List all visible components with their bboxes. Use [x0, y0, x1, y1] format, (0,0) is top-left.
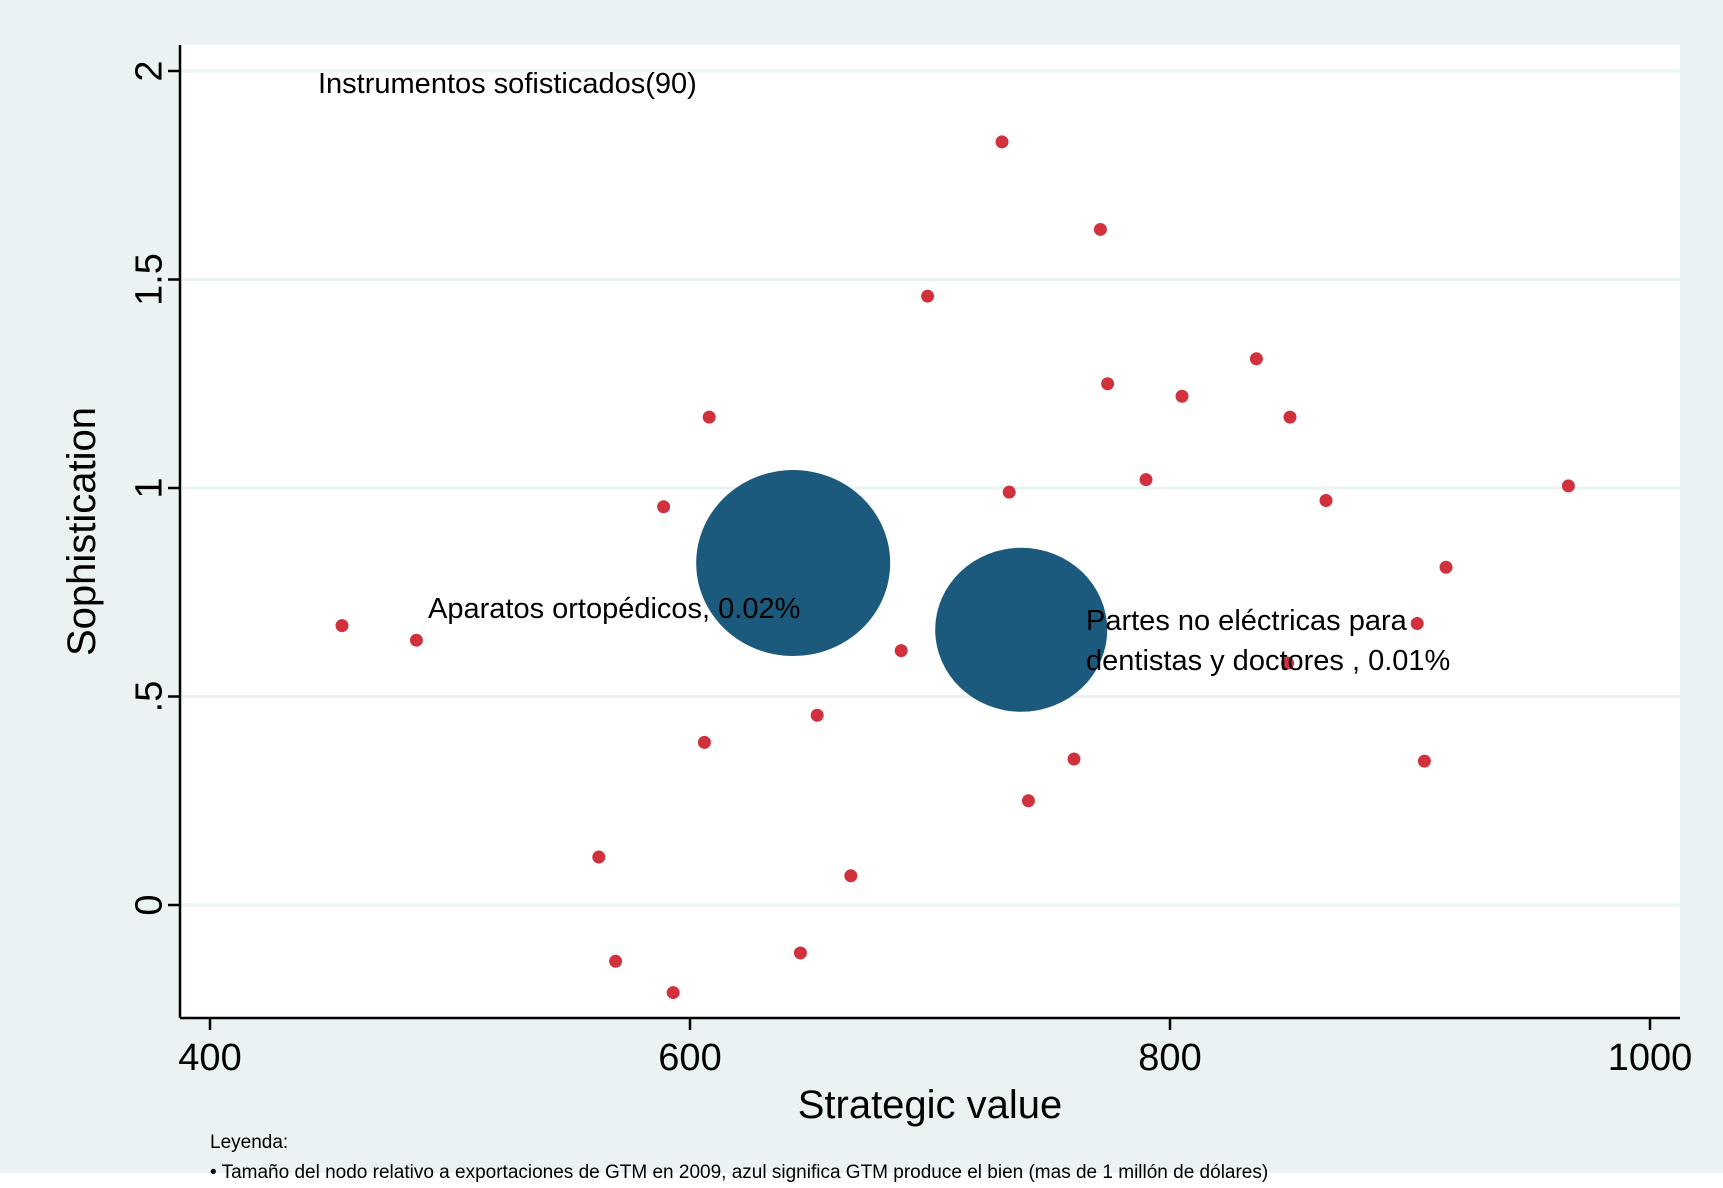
x-tick-label: 600 — [658, 1037, 721, 1079]
bubble-label: Aparatos ortopédicos, 0.02% — [428, 593, 800, 625]
data-point — [1439, 560, 1453, 574]
ticks: 0 .5 1 1.5 2 400 600 800 1000 — [128, 60, 1692, 1079]
data-point — [335, 619, 349, 633]
y-tick-label: 0 — [128, 894, 170, 915]
axes — [178, 45, 1680, 1020]
data-point — [1067, 752, 1081, 766]
data-point — [1002, 485, 1016, 499]
y-tick-label: 1 — [128, 477, 170, 498]
bubbles — [696, 470, 1108, 712]
data-point — [844, 869, 858, 883]
data-point — [810, 708, 824, 722]
data-point — [657, 500, 671, 514]
y-tick-label: 2 — [128, 60, 170, 81]
legend-item: • Tamaño del nodo relativo a exportacion… — [210, 1162, 1269, 1183]
bubble-label: Partes no eléctricas para — [1086, 605, 1408, 637]
bubble — [935, 547, 1108, 712]
data-point — [1101, 377, 1115, 391]
data-point — [1319, 494, 1333, 508]
data-point — [609, 954, 623, 968]
data-point — [793, 946, 807, 960]
data-point — [1021, 794, 1035, 808]
bubble — [696, 470, 891, 657]
data-point — [1561, 479, 1575, 493]
annotations: Instrumentos sofisticados(90) Aparatos or… — [318, 68, 1450, 677]
data-point — [666, 986, 680, 1000]
data-point — [1417, 754, 1431, 768]
data-point — [995, 135, 1009, 149]
legend-title: Leyenda: — [210, 1132, 289, 1153]
data-point — [1281, 656, 1295, 670]
data-point — [1139, 473, 1153, 487]
data-point — [921, 289, 935, 303]
plot-area — [180, 45, 1680, 1018]
data-point — [697, 735, 711, 749]
y-tick-label: .5 — [128, 681, 170, 713]
data-point — [1249, 352, 1263, 366]
x-tick-label: 800 — [1138, 1037, 1201, 1079]
bubble-label: dentistas y doctores , 0.01% — [1086, 645, 1450, 677]
x-axis-title: Strategic value — [798, 1083, 1063, 1127]
group-title-annotation: Instrumentos sofisticados(90) — [318, 68, 697, 100]
data-point — [592, 850, 606, 864]
y-tick-label: 1.5 — [128, 253, 170, 306]
x-tick-label: 400 — [178, 1037, 241, 1079]
legend: Leyenda: • Tamaño del nodo relativo a ex… — [210, 1128, 1710, 1188]
data-point — [1410, 617, 1424, 631]
data-point — [894, 644, 908, 658]
data-point — [409, 633, 423, 647]
data-point — [1283, 410, 1297, 424]
y-axis-title: Sophistication — [60, 407, 104, 656]
x-tick-label: 1000 — [1608, 1037, 1693, 1079]
data-point — [1175, 389, 1189, 403]
data-point — [1093, 222, 1107, 236]
gridlines — [180, 69, 1680, 907]
data-point — [702, 410, 716, 424]
